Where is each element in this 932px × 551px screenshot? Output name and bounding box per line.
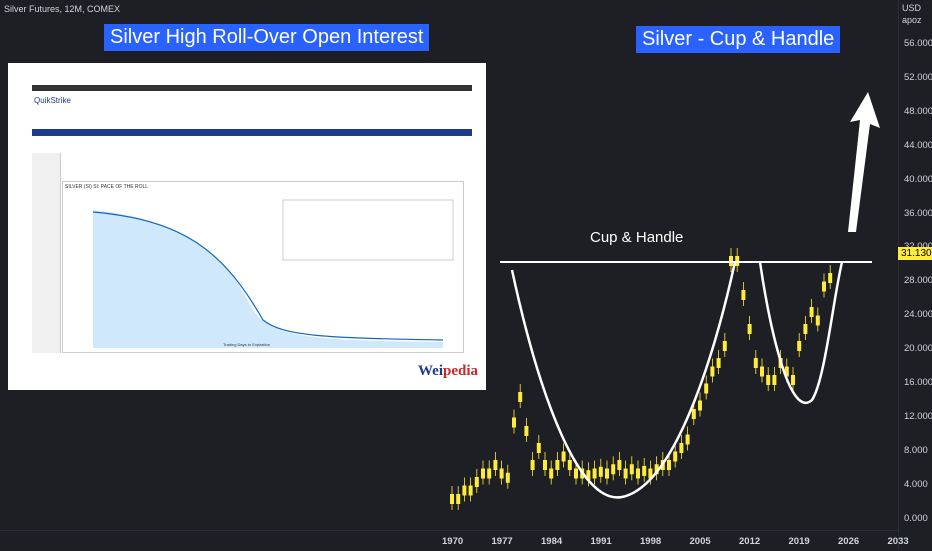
y-tick: 48.000 <box>904 105 932 117</box>
cup-curve <box>510 261 737 499</box>
y-tick: 24.000 <box>904 309 932 321</box>
qs-logo: QuikStrike <box>34 96 71 105</box>
x-tick: 2019 <box>788 536 810 547</box>
qs-chart-title: SILVER (SI) SI: PACE OF THE ROLL <box>65 184 149 190</box>
y-tick: 4.000 <box>904 478 928 490</box>
y-tick: 56.000 <box>904 38 932 49</box>
time-axis[interactable] <box>0 530 898 551</box>
qs-top-bar <box>32 85 472 91</box>
x-tick: 2033 <box>887 536 909 547</box>
x-tick: 1998 <box>640 536 662 547</box>
last-price-tag: 31.130 <box>898 247 932 260</box>
qs-roll-chart: SILVER (SI) SI: PACE OF THE ROLL Trading… <box>62 181 464 353</box>
y-tick: 20.000 <box>904 343 932 355</box>
x-tick: 2012 <box>739 536 761 547</box>
x-tick: 1970 <box>442 536 464 547</box>
banner-rollover: Silver High Roll-Over Open Interest <box>104 24 430 51</box>
cup-handle-label: Cup & Handle <box>590 229 684 246</box>
y-tick: 32.000 <box>904 241 932 252</box>
price-axis[interactable] <box>898 0 932 550</box>
price-chart[interactable] <box>0 0 898 530</box>
x-tick: 1977 <box>491 536 513 547</box>
embedded-quikstrike-screenshot: QuikStrike SILVER (SI) SI: PACE OF THE R… <box>8 63 486 390</box>
x-tick: 1991 <box>590 536 612 547</box>
y-tick: 44.000 <box>904 139 932 151</box>
qs-title-bar <box>32 129 472 136</box>
banner-cup-handle: Silver - Cup & Handle <box>636 26 841 53</box>
y-tick: 0.000 <box>904 512 928 524</box>
weipedia-logo: Weipedia <box>418 363 479 379</box>
y-tick: 12.000 <box>904 410 932 422</box>
handle-curve <box>758 261 844 404</box>
x-tick: 1984 <box>541 536 563 547</box>
y-tick: 8.000 <box>904 444 928 456</box>
symbol-title: Silver Futures, 12M, COMEX <box>4 4 121 14</box>
x-tick: 2026 <box>838 536 860 547</box>
y-tick: 52.000 <box>904 71 932 83</box>
qs-sidebar <box>32 153 61 353</box>
currency-label[interactable]: USD apoz <box>902 3 922 25</box>
y-tick: 16.000 <box>904 377 932 388</box>
y-tick: 40.000 <box>904 173 932 185</box>
x-tick: 2005 <box>689 536 711 547</box>
breakout-arrow <box>848 92 880 232</box>
y-tick: 28.000 <box>904 275 932 287</box>
y-tick: 36.000 <box>904 207 932 219</box>
qs-xaxis-label: Trading Days to Expiration <box>223 342 270 347</box>
